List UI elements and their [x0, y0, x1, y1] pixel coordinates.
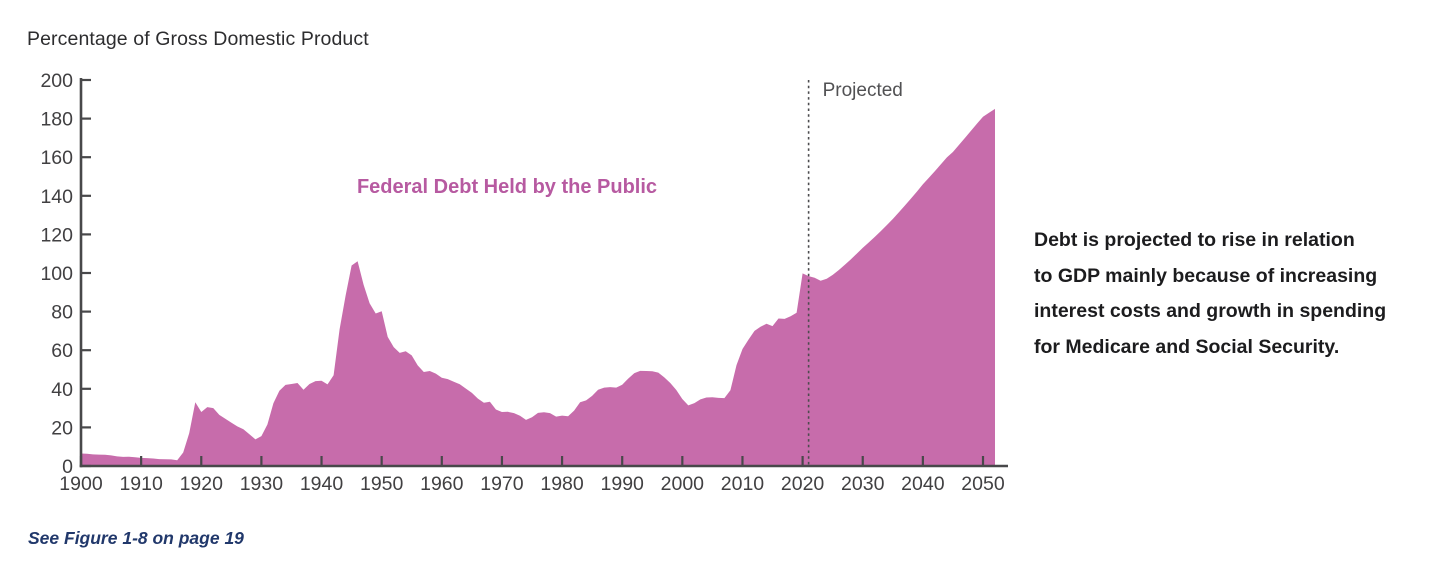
y-tick-label: 140 [40, 186, 73, 208]
x-tick-label: 1970 [480, 473, 524, 495]
projected-label: Projected [823, 80, 903, 101]
annotation-text: Debt is projected to rise in relation to … [1034, 223, 1430, 365]
x-tick-label: 1940 [300, 473, 344, 495]
debt-area-series [81, 108, 995, 467]
annotation-line: for Medicare and Social Security. [1034, 335, 1340, 358]
debt-chart: 0 20 40 60 80 100 120 140 160 180 200 1900 1910 1920 1… [40, 70, 1008, 495]
y-tick-label: 180 [40, 109, 73, 131]
y-tick-label: 80 [51, 302, 73, 324]
y-tick-label: 160 [40, 147, 73, 169]
y-tick-label: 0 [62, 456, 73, 478]
y-tick-label: 200 [40, 70, 73, 92]
x-tick-label: 2010 [721, 473, 765, 495]
figure-caption: See Figure 1-8 on page 19 [28, 528, 244, 548]
x-tick-label: 1990 [601, 473, 645, 495]
x-tick-label: 2030 [841, 473, 885, 495]
x-tick-label: 1920 [180, 473, 224, 495]
y-tick-label: 120 [40, 224, 73, 246]
x-tick-label: 2050 [961, 473, 1005, 495]
x-tick-label: 1900 [59, 473, 103, 495]
x-tick-label: 2020 [781, 473, 825, 495]
x-tick-label: 1980 [540, 473, 584, 495]
y-tick-label: 100 [40, 263, 73, 285]
x-tick-label: 1910 [119, 473, 163, 495]
y-tick-label: 40 [51, 379, 73, 401]
x-tick-label: 2040 [901, 473, 945, 495]
annotation-line: Debt is projected to rise in relation [1034, 229, 1355, 251]
x-tick-label: 1960 [420, 473, 464, 495]
annotation-line: to GDP mainly because of increasing [1034, 264, 1378, 287]
x-tick-label: 2000 [661, 473, 705, 495]
annotation-line: interest costs and growth in spending [1034, 300, 1387, 323]
x-tick-label: 1950 [360, 473, 404, 495]
y-tick-label: 20 [51, 417, 73, 439]
y-axis-title: Percentage of Gross Domestic Product [27, 28, 369, 50]
y-tick-label: 60 [51, 340, 73, 362]
series-label: Federal Debt Held by the Public [357, 176, 657, 198]
x-tick-label: 1930 [240, 473, 284, 495]
